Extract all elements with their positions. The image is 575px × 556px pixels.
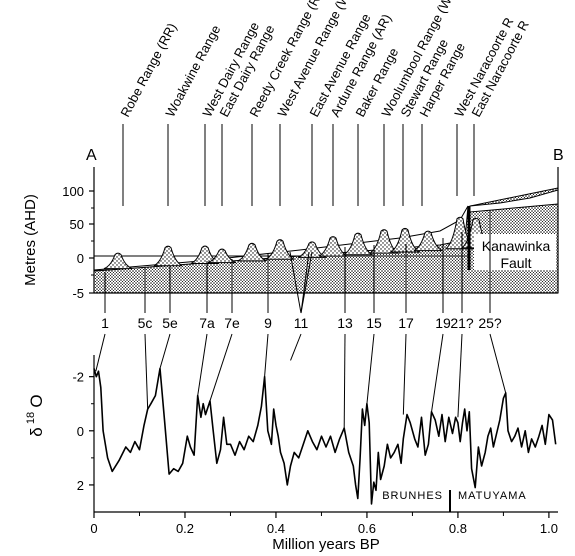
dune-ridge <box>342 232 374 256</box>
top-y-tick-label: 0 <box>77 251 84 266</box>
dune-ridge <box>207 248 237 264</box>
isotope-stage-label: 21? <box>450 315 474 331</box>
stage-connector-bottom <box>144 333 149 410</box>
isotope-stage-label: 17 <box>398 315 414 331</box>
stage-connector-bottom <box>431 333 444 412</box>
bottom-x-tick-label: 0 <box>90 521 97 536</box>
fault-label-bg <box>474 234 556 270</box>
top-y-tick-label: 50 <box>70 217 84 232</box>
top-y-axis-label: Metres (AHD) <box>22 194 39 286</box>
bottom-x-tick-label: 0.4 <box>267 521 285 536</box>
isotope-stage-label: 19 <box>435 315 451 331</box>
isotope-panel: -2 0 2 0 0.2 0.4 0.6 0.8 1.0 BRUNHES MATUYAMA δ… <box>25 355 558 553</box>
dune-ridge <box>389 227 421 253</box>
ylabel-element: O <box>27 394 46 407</box>
top-y-tick-label: 100 <box>62 184 84 199</box>
isotope-stage-labels: 1 5c 5e 7a 7e 9 11 13 15 17 19 21? 25? <box>101 315 502 331</box>
bottom-x-tick-label: 0.8 <box>449 521 467 536</box>
stage-connector-bottom <box>95 333 106 372</box>
isotope-stage-label: 5e <box>162 315 178 331</box>
bottom-x-axis-label: Million years BP <box>272 536 380 553</box>
chron-matuyama-label: MATUYAMA <box>458 490 527 502</box>
bottom-y-tick-label: -2 <box>72 370 84 385</box>
stage-connector-bottom <box>402 333 407 415</box>
section-start-label: A <box>86 147 97 164</box>
bottom-x-tick-label: 0.2 <box>176 521 194 536</box>
isotope-stage-label: 7e <box>224 315 240 331</box>
dune-ridge <box>297 241 327 258</box>
isotope-stage-label: 11 <box>294 315 309 331</box>
stage-connector-bottom <box>457 333 463 418</box>
isotope-stage-label: 9 <box>264 315 272 331</box>
isotope-stage-label: 5c <box>138 315 153 331</box>
stage-connector-top <box>289 251 302 314</box>
stage-connector-bottom <box>197 333 208 396</box>
isotope-stage-label: 25? <box>478 315 502 331</box>
dune-ridge <box>368 229 400 254</box>
dune-ridge <box>413 230 443 252</box>
bottom-y-tick-label: 0 <box>77 424 84 439</box>
range-leader-lines <box>122 124 475 206</box>
isotope-stage-label: 15 <box>366 315 382 331</box>
top-y-tick-label: -5 <box>72 286 84 301</box>
cross-section-panel: Kanawinka Fault 100 50 0 -5 Metres (AHD) <box>22 184 559 301</box>
fault-label-line1: Kanawinka <box>482 238 551 254</box>
isotope-stage-label: 7a <box>199 315 215 331</box>
section-end-label: B <box>553 147 564 164</box>
d18o-series-line <box>93 367 557 505</box>
stage-connectors <box>95 210 507 429</box>
bottom-x-tick-label: 1.0 <box>540 521 558 536</box>
dune-ridge <box>265 239 295 260</box>
stage-connector-bottom <box>343 333 346 429</box>
dune-ridge <box>153 245 183 267</box>
stage-connector-bottom <box>290 333 302 361</box>
dune-ridge <box>103 252 133 270</box>
bottom-x-tick-label: 0.6 <box>358 521 376 536</box>
dune-ridge <box>237 242 267 262</box>
fault-label-line2: Fault <box>500 255 531 271</box>
dune-ridge <box>318 236 348 257</box>
chron-brunhes-label: BRUNHES <box>382 490 443 502</box>
bottom-y-axis-label: δ 18 O <box>25 394 46 436</box>
isotope-stage-label: 13 <box>337 315 353 331</box>
stage-connector-bottom <box>159 333 171 369</box>
stage-connector-top <box>300 251 313 314</box>
bottom-y-ticks: -2 0 2 <box>72 370 94 493</box>
isotope-stage-label: 1 <box>101 315 109 331</box>
ylabel-superscript: 18 <box>25 412 37 424</box>
bottom-x-ticks: 0 0.2 0.4 0.6 0.8 1.0 <box>90 512 558 536</box>
stage-connector-bottom <box>366 333 375 404</box>
stage-connector-bottom <box>489 333 507 394</box>
ylabel-delta: δ <box>27 427 46 436</box>
stage-connector-bottom <box>264 333 269 377</box>
top-y-ticks: 100 50 0 -5 <box>62 184 94 301</box>
bottom-y-tick-label: 2 <box>77 478 84 493</box>
